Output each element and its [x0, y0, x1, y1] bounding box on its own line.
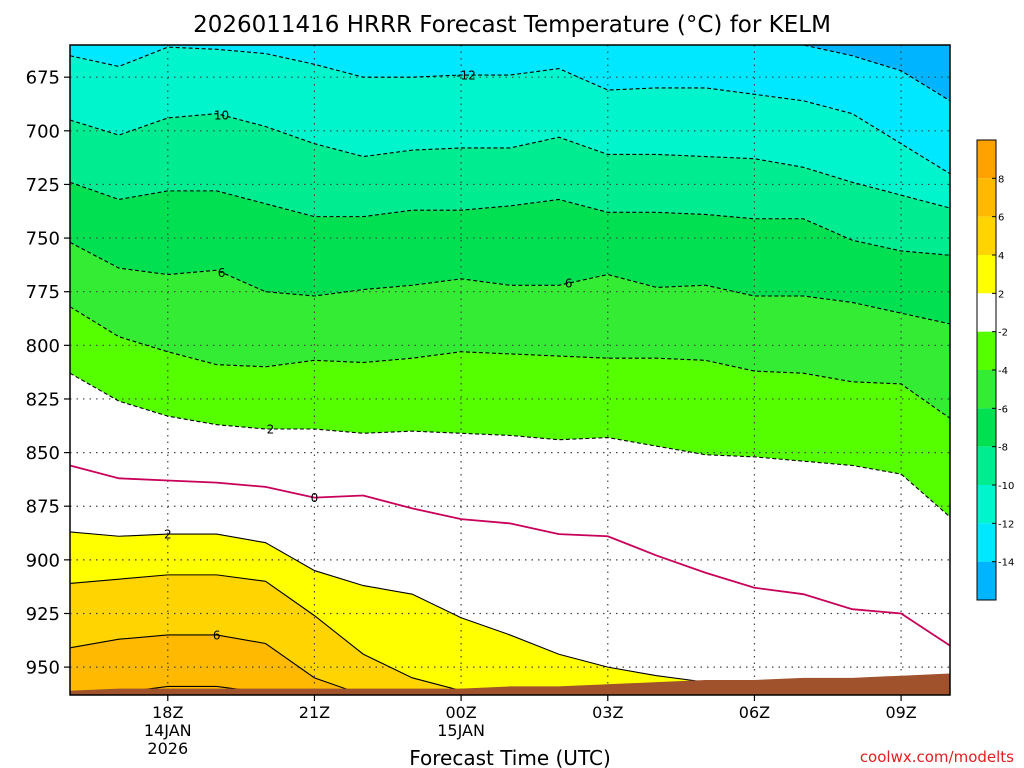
band-minus-6-to-minus-4	[70, 242, 950, 419]
colorbar-label--10: -10	[998, 481, 1014, 492]
y-axis: 675 700 725 750 775 800 825 850 875 900 925 950	[26, 68, 70, 679]
chart-title: 2026011416 HRRR Forecast Temperature (°C…	[193, 12, 831, 38]
y-tick-label-900: 900	[26, 550, 60, 571]
plot-frame	[69, 44, 951, 696]
colorbar-swatch-1	[977, 178, 996, 217]
y-tick-label-775: 775	[26, 282, 60, 303]
y-tick-label-700: 700	[26, 121, 60, 142]
contour-line-minus-6	[69, 241, 951, 325]
colorbar-swatch-9	[977, 485, 996, 524]
band-minus-10-to-minus-8	[70, 113, 950, 256]
colorbar: 8 6 4 2 -2 -4 -6 -8 -10 -12 -14	[976, 139, 1014, 601]
band-4-to-6	[70, 574, 950, 695]
band-2-to-4	[70, 531, 950, 695]
band-minus-2-to-2	[70, 373, 950, 695]
x-tick-label-18Z: 18Z	[152, 703, 183, 722]
y-tick-label-825: 825	[26, 389, 60, 410]
contour-line-0	[69, 464, 951, 647]
colorbar-label--4: -4	[998, 366, 1008, 377]
x-tick-label-2026: 2026	[147, 739, 188, 758]
colorbar-label--8: -8	[998, 443, 1008, 454]
x-tick-label-14JAN: 14JAN	[144, 721, 192, 740]
x-tick-label-15JAN: 15JAN	[437, 721, 485, 740]
colorbar-swatch-5	[977, 331, 996, 370]
contour-line-minus-4	[69, 306, 951, 419]
colorbar-label--12: -12	[998, 519, 1014, 530]
contour-label-2: 2	[164, 528, 172, 542]
contour-label-6: 6	[213, 628, 221, 642]
contour-line-minus-10	[69, 113, 951, 209]
contour-label-0: 0	[311, 491, 319, 505]
colorbar-label-8: 8	[998, 174, 1004, 185]
colorbar-swatch-2	[977, 216, 996, 255]
colorbar-label--14: -14	[998, 558, 1014, 569]
contour-line-minus-8	[69, 181, 951, 256]
contour-label-minus-10: 10	[214, 108, 229, 122]
credit-text: coolwx.com/modelts	[860, 748, 1014, 766]
x-tick-label-21Z: 21Z	[299, 703, 330, 722]
colorbar-swatch-7	[977, 408, 996, 447]
x-tick-label-06Z: 06Z	[739, 703, 770, 722]
y-tick-label-675: 675	[26, 68, 60, 89]
x-tick-label-09Z: 09Z	[885, 703, 916, 722]
y-tick-label-875: 875	[26, 497, 60, 518]
x-axis-label: Forecast Time (UTC)	[409, 746, 611, 768]
colorbar-swatch-6	[977, 370, 996, 409]
colorbar-label-2: 2	[998, 289, 1004, 300]
x-tick-label-00Z: 00Z	[445, 703, 476, 722]
ground-surface	[70, 673, 950, 695]
colorbar-swatch-10	[977, 523, 996, 562]
colorbar-label--6: -6	[998, 404, 1008, 415]
x-tick-label-03Z: 03Z	[592, 703, 623, 722]
colorbar-swatch-8	[977, 446, 996, 485]
y-tick-label-750: 750	[26, 229, 60, 250]
y-tick-label-800: 800	[26, 336, 60, 357]
band-minus-4-to-minus-2	[70, 306, 950, 517]
contour-label-minus-6: 6	[218, 266, 226, 280]
ground-fill	[70, 673, 950, 695]
contour-line-minus-12	[69, 46, 951, 175]
plot-gridlines	[70, 45, 950, 695]
colorbar-swatch-0	[977, 140, 996, 179]
contour-label-minus-12: -12	[456, 69, 476, 83]
band-6-to-8	[70, 634, 950, 695]
colorbar-label--2: -2	[998, 328, 1008, 339]
colorbar-swatch-3	[977, 255, 996, 294]
y-tick-label-925: 925	[26, 604, 60, 625]
contour-label-minus-2: 2	[267, 422, 275, 436]
temperature-fill-bands	[70, 45, 950, 695]
y-tick-label-725: 725	[26, 175, 60, 196]
colorbar-label-6: 6	[998, 213, 1004, 224]
band-minus-14-to-minus-12	[70, 45, 950, 174]
contour-labels: -12 10 6 6 2 0 2 6	[164, 69, 573, 643]
colorbar-swatch-4	[977, 293, 996, 332]
y-tick-label-850: 850	[26, 443, 60, 464]
band-minus-8-to-minus-6	[70, 182, 950, 324]
colorbar-swatch-11	[977, 561, 996, 600]
contour-line-minus-2	[69, 372, 951, 518]
band-minus-12-to-minus-10	[70, 47, 950, 209]
colorbar-label-4: 4	[998, 251, 1004, 262]
band-below-minus-14	[70, 45, 950, 101]
y-tick-label-950: 950	[26, 658, 60, 679]
contour-label-minus-6-b: 6	[565, 277, 573, 291]
